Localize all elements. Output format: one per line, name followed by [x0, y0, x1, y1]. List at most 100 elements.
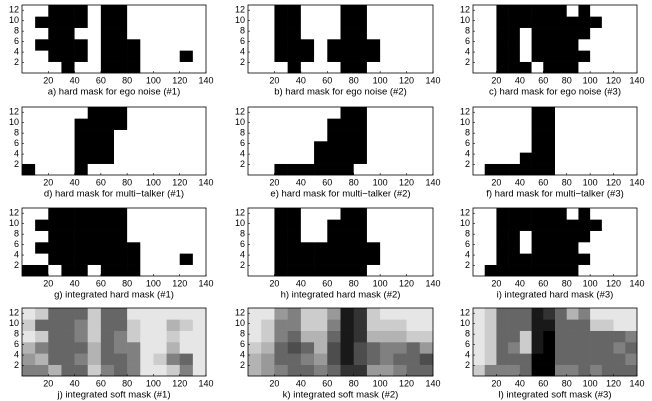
mask-cell [519, 364, 532, 377]
mask-cell [114, 242, 128, 254]
y-tick-label: 6 [240, 239, 245, 249]
y-tick-label: 12 [9, 308, 19, 318]
mask-cell [366, 50, 381, 62]
y-tick-label: 12 [9, 5, 19, 15]
y-tick-label: 6 [465, 239, 470, 249]
mask-cell [496, 219, 509, 231]
y-tick-label: 8 [14, 26, 19, 36]
mask-cell [380, 364, 394, 377]
mask-cell [419, 230, 434, 243]
x-tick-label: 40 [70, 75, 80, 85]
mask-cell [61, 208, 75, 220]
mask-cell [261, 118, 275, 130]
mask-cell [340, 353, 355, 365]
mask-cell [353, 152, 368, 164]
mask-cell [327, 152, 341, 164]
x-tick-label: 60 [538, 278, 548, 288]
mask-cell [613, 342, 626, 354]
mask-cell [380, 16, 394, 28]
mask-cell [590, 118, 603, 130]
mask-cell [613, 253, 626, 265]
mask-cell [100, 16, 115, 28]
mask-cell [531, 39, 544, 51]
mask-cell [380, 353, 394, 365]
mask-cell [496, 50, 509, 62]
mask-cell [179, 61, 194, 74]
x-tick-label: 60 [538, 75, 548, 85]
y-tick-label: 4 [14, 349, 19, 359]
mask-cell [473, 353, 486, 365]
mask-cell [340, 308, 355, 320]
y-tick-label: 6 [240, 138, 245, 148]
mask-cell [48, 330, 62, 343]
mask-cell [519, 242, 532, 254]
mask-cell [153, 141, 167, 153]
mask-cell [473, 152, 486, 164]
mask-cell [406, 16, 421, 28]
mask-cell [100, 129, 115, 142]
mask-cell [166, 39, 181, 51]
mask-cell [419, 16, 434, 28]
mask-cell [314, 308, 328, 320]
mask-cell [248, 5, 262, 17]
mask-cell [380, 39, 394, 51]
mask-cell [406, 353, 421, 365]
mask-cell [274, 152, 288, 164]
mask-cell [496, 118, 509, 130]
mask-cell [508, 230, 521, 243]
mask-cell [48, 129, 62, 142]
mask-cell [74, 230, 89, 243]
mask-cell [419, 208, 434, 220]
mask-cell [274, 353, 288, 365]
mask-cell [100, 107, 115, 119]
mask-cell [22, 107, 36, 119]
y-tick-label: 10 [235, 318, 245, 328]
mask-cell [340, 5, 355, 17]
mask-cell [578, 163, 591, 176]
mask-cell [353, 16, 368, 28]
y-tick-label: 4 [14, 148, 19, 158]
mask-cell [590, 39, 603, 51]
mask-cell [74, 353, 89, 365]
mask-cell [327, 230, 341, 243]
y-tick-label: 6 [14, 239, 19, 249]
mask-cell [625, 253, 638, 265]
mask-cell [393, 118, 407, 130]
mask-cell [261, 152, 275, 164]
mask-cell [192, 242, 207, 254]
mask-cell [261, 5, 275, 17]
mask-cell [114, 330, 128, 343]
mask-cell [100, 330, 115, 343]
mask-cell [140, 219, 154, 231]
mask-cell [287, 253, 302, 265]
plot-frame [472, 307, 638, 377]
mask-cell [601, 141, 614, 153]
mask-cell [508, 141, 521, 153]
mask-cell [248, 118, 262, 130]
mask-cell [366, 330, 381, 343]
mask-cell [578, 208, 591, 220]
mask-cell [353, 163, 368, 176]
mask-cell [484, 61, 497, 74]
x-tick-label: 100 [146, 278, 161, 288]
mask-cell [380, 319, 394, 331]
x-tick-label: 60 [96, 378, 106, 388]
x-tick-label: 20 [491, 177, 501, 187]
mask-cell [590, 5, 603, 17]
mask-cell [140, 208, 154, 220]
mask-cell [192, 27, 207, 40]
mask-cell [578, 219, 591, 231]
mask-cell [366, 16, 381, 28]
mask-cell [366, 208, 381, 220]
mask-cell [140, 342, 154, 354]
mask-cell [114, 50, 128, 62]
panel-caption: l) integrated soft mask (#3) [499, 390, 612, 401]
mask-cell [248, 27, 262, 40]
mask-cell [153, 353, 167, 365]
mask-cell [114, 208, 128, 220]
mask-cell [87, 253, 102, 265]
mask-cell [153, 219, 167, 231]
mask-cell [366, 129, 381, 142]
